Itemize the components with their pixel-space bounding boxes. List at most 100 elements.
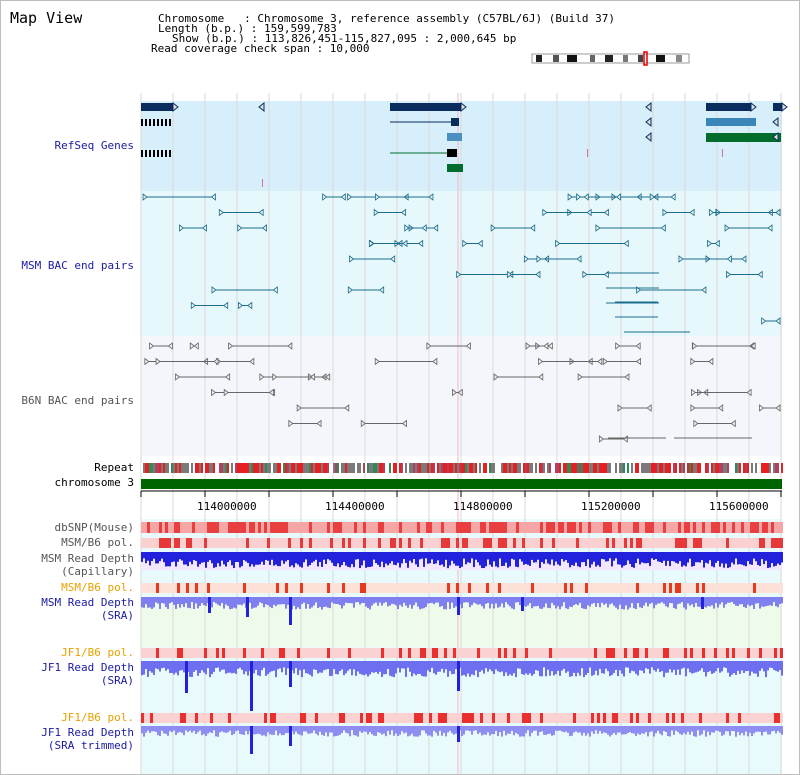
polymorphism-cell xyxy=(150,648,153,658)
depth-bar xyxy=(385,726,387,737)
depth-bar xyxy=(751,726,753,737)
polymorphism-cell xyxy=(579,648,582,658)
depth-bar xyxy=(405,552,407,563)
gene-exon xyxy=(153,150,155,157)
polymorphism-cell xyxy=(231,538,234,548)
depth-bar xyxy=(293,552,295,568)
polymorphism-cell xyxy=(489,648,492,658)
polymorphism-cell xyxy=(747,522,750,533)
depth-bar xyxy=(529,661,531,674)
repeat-feature xyxy=(781,463,783,473)
polymorphism-cell xyxy=(264,538,267,548)
depth-bar xyxy=(705,597,707,608)
track-label-msm-depth-capillary[interactable]: MSM Read Depth xyxy=(41,552,134,565)
depth-bar xyxy=(767,661,769,671)
depth-bar xyxy=(779,597,781,604)
polymorphism-cell xyxy=(168,538,171,548)
track-label-msm-bac[interactable]: MSM BAC end pairs xyxy=(21,259,134,272)
depth-bar xyxy=(643,661,645,674)
repeat-feature xyxy=(721,463,723,473)
depth-bar xyxy=(311,726,313,734)
bac-end-marker xyxy=(757,270,763,279)
bac-end-marker xyxy=(426,342,432,350)
polymorphism-cell xyxy=(492,648,495,658)
depth-bar xyxy=(731,726,733,731)
depth-bar xyxy=(351,597,353,604)
depth-bar xyxy=(623,726,625,735)
polymorphism-cell xyxy=(732,522,735,533)
depth-bar xyxy=(201,661,203,671)
bac-end-marker xyxy=(693,419,699,428)
polymorphism-cell xyxy=(429,538,432,548)
depth-bar xyxy=(671,597,673,604)
bac-end-marker xyxy=(624,373,630,381)
polymorphism-cell xyxy=(672,648,675,658)
polymorphism-cell xyxy=(624,538,627,548)
track-label-dbsnp[interactable]: dbSNP(Mouse) xyxy=(54,521,134,534)
polymorphism-cell xyxy=(645,648,648,658)
polymorphism-cell xyxy=(309,538,312,548)
depth-bar xyxy=(465,726,467,731)
track-label-jf1-b6-pol[interactable]: JF1/B6 pol. xyxy=(61,646,134,659)
polymorphism-cell xyxy=(231,713,234,723)
track-label-b6n-bac[interactable]: B6N BAC end pairs xyxy=(21,394,134,407)
depth-bar xyxy=(243,726,245,735)
polymorphism-cell xyxy=(546,583,549,593)
axis-tick-label: 115600000 xyxy=(709,500,769,513)
polymorphism-cell xyxy=(594,583,597,593)
repeat-feature xyxy=(513,463,515,473)
track-label-repeat[interactable]: Repeat xyxy=(94,461,134,474)
polymorphism-cell xyxy=(459,583,462,593)
depth-bar xyxy=(169,661,171,674)
polymorphism-cell xyxy=(525,648,528,658)
polymorphism-cell xyxy=(198,583,201,593)
track-label-msm-b6-pol[interactable]: MSM/B6 pol. xyxy=(61,536,134,549)
depth-bar xyxy=(273,726,275,735)
depth-bar xyxy=(647,661,649,670)
depth-bar xyxy=(273,661,275,671)
bac-end-marker xyxy=(707,239,713,248)
bac-end-marker xyxy=(692,342,698,350)
polymorphism-cell xyxy=(414,538,417,548)
depth-bar xyxy=(747,552,749,562)
bac-end-marker xyxy=(691,388,697,397)
depth-bar xyxy=(439,597,441,607)
track-label-jf1-b6-pol-2[interactable]: JF1/B6 pol. xyxy=(61,711,134,724)
gene-exon xyxy=(145,119,147,126)
polymorphism-cell xyxy=(474,648,477,658)
repeat-feature xyxy=(703,463,705,473)
depth-bar xyxy=(507,552,509,568)
depth-bar xyxy=(343,552,345,562)
polymorphism-cell xyxy=(204,583,207,593)
bac-end-marker xyxy=(211,286,217,294)
depth-bar xyxy=(529,597,531,604)
bac-end-marker xyxy=(155,357,161,366)
repeat-feature xyxy=(167,463,169,473)
track-label-refseq[interactable]: RefSeq Genes xyxy=(54,139,134,152)
repeat-feature xyxy=(367,463,369,473)
depth-bar xyxy=(229,661,231,673)
track-label-jf1-depth-trimmed[interactable]: JF1 Read Depth xyxy=(41,726,134,739)
polymorphism-cell xyxy=(336,648,339,658)
depth-bar xyxy=(253,597,255,608)
polymorphism-cell xyxy=(261,522,264,533)
polymorphism-cell xyxy=(390,538,393,548)
depth-bar xyxy=(353,661,355,670)
depth-bar xyxy=(155,552,157,564)
polymorphism-cell xyxy=(774,538,777,548)
track-label-jf1-depth-sra[interactable]: JF1 Read Depth xyxy=(41,661,134,674)
polymorphism-cell xyxy=(744,648,747,658)
track-label-msm-depth-sra[interactable]: MSM Read Depth xyxy=(41,596,134,609)
polymorphism-cell xyxy=(546,713,549,723)
polymorphism-cell xyxy=(543,538,546,548)
depth-bar xyxy=(761,597,763,607)
depth-bar xyxy=(155,726,157,732)
polymorphism-cell xyxy=(333,583,336,593)
depth-bar xyxy=(521,661,523,675)
polymorphism-cell xyxy=(567,648,570,658)
track-label-chromosome[interactable]: chromosome 3 xyxy=(54,476,134,489)
track-label-msm-b6-pol-2[interactable]: MSM/B6 pol. xyxy=(61,581,134,594)
depth-bar xyxy=(545,661,547,677)
depth-bar xyxy=(361,726,363,733)
